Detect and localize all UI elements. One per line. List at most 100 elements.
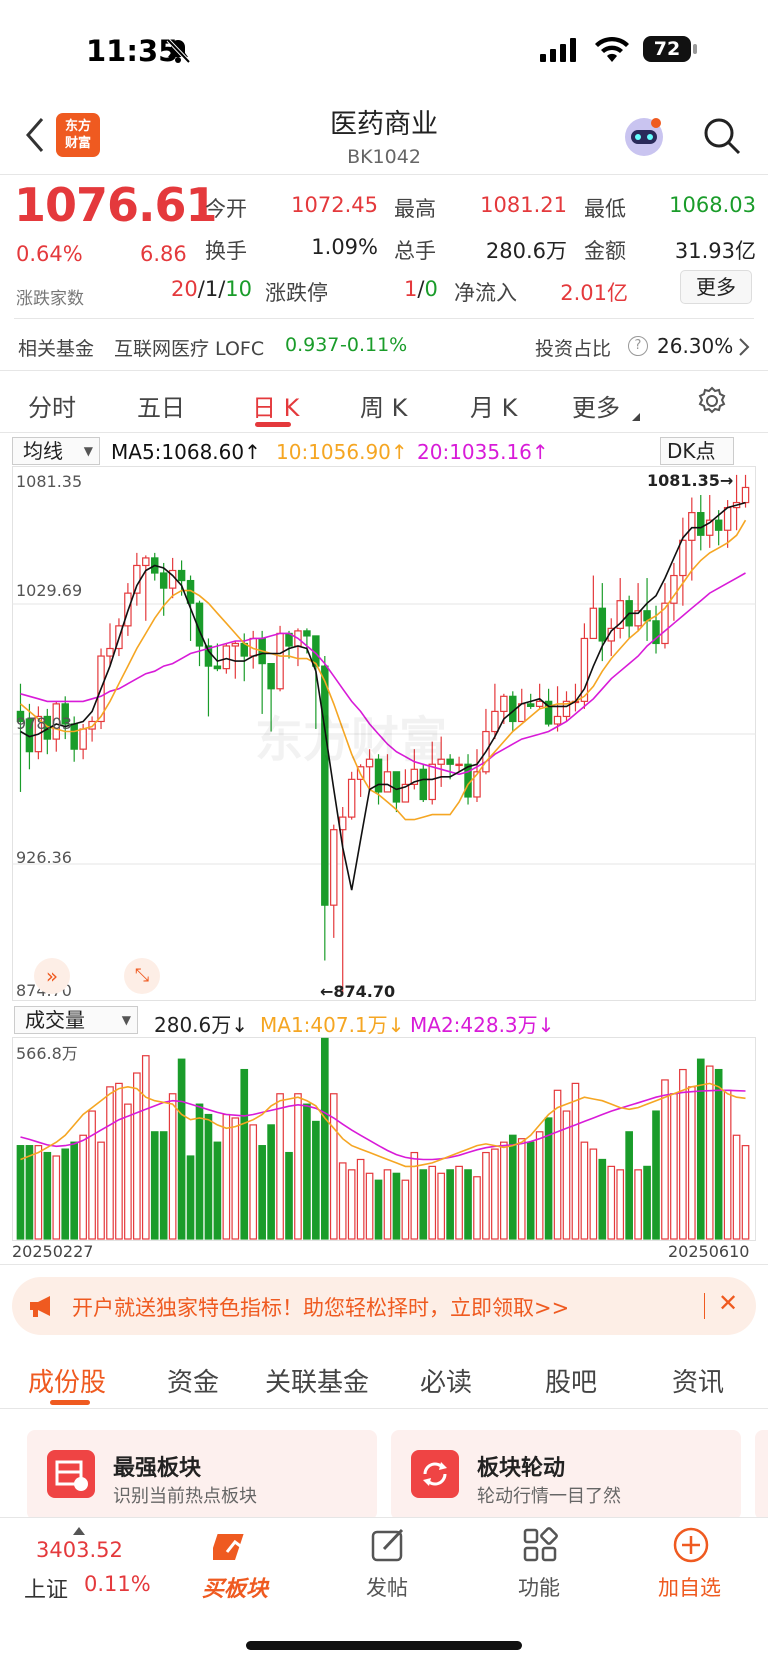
amount-value: 31.93亿 <box>674 239 756 263</box>
candle-body <box>267 663 275 690</box>
candle-body <box>464 763 472 798</box>
collapse-panel-icon[interactable]: » <box>34 958 70 994</box>
volume-bar <box>446 1169 454 1240</box>
add-watchlist-label[interactable]: 加自选 <box>658 1576 721 1600</box>
close-icon[interactable]: ✕ <box>718 1289 739 1317</box>
card-strongest-sector[interactable]: 最强板块 识别当前热点板块 <box>27 1430 377 1520</box>
volume-value: 280.6万 <box>485 239 567 263</box>
edit-post-icon[interactable] <box>370 1527 406 1567</box>
volume-bar <box>553 1089 562 1240</box>
dk-point-button[interactable]: DK点 <box>660 437 734 465</box>
tab-must-read[interactable]: 必读 <box>420 1368 473 1398</box>
candle-body <box>634 610 642 627</box>
candle-body <box>598 607 607 642</box>
high-marker-arrow-icon: → <box>719 471 734 490</box>
megaphone-icon <box>28 1294 56 1322</box>
tab-daily-k[interactable]: 日 K <box>252 394 300 422</box>
vol-ma1-arrow-icon: ↓ <box>387 1013 405 1037</box>
buy-sector-icon[interactable] <box>209 1526 257 1570</box>
settings-gear-icon[interactable] <box>697 386 727 420</box>
volume-chart[interactable] <box>12 1037 756 1241</box>
more-button[interactable]: 更多 <box>680 270 752 304</box>
candle-body <box>688 512 696 541</box>
watermark-text: 东方财富 <box>255 712 448 768</box>
candle-body <box>204 645 213 667</box>
functions-label[interactable]: 功能 <box>518 1576 560 1600</box>
limit-label: 涨跌停 <box>265 281 328 305</box>
volume-axis-max: 566.8万 <box>16 1044 78 1063</box>
home-indicator[interactable] <box>246 1641 522 1650</box>
tab-five-day[interactable]: 五日 <box>137 394 185 422</box>
breadth-down: 10 <box>225 277 252 301</box>
volume-bar <box>195 1103 204 1240</box>
tab-constituents[interactable]: 成份股 <box>28 1368 107 1398</box>
volume-bar <box>70 1141 79 1240</box>
sector-code: BK1042 <box>347 146 421 168</box>
candle-body <box>652 620 660 645</box>
index-pct[interactable]: 0.11% <box>84 1572 151 1596</box>
tab-monthly-k[interactable]: 月 K <box>470 394 518 422</box>
add-watchlist-icon[interactable] <box>672 1526 710 1568</box>
volume-bar <box>562 1110 571 1240</box>
index-value[interactable]: 3403.52 <box>36 1538 123 1562</box>
ma10-line <box>19 519 747 821</box>
cellular-signal-icon <box>540 38 576 66</box>
buy-sector-label[interactable]: 买板块 <box>202 1577 269 1602</box>
limit-down: 0 <box>424 277 438 301</box>
search-icon[interactable] <box>702 116 742 160</box>
limit-sep: / <box>417 277 425 301</box>
candle-body <box>222 645 231 670</box>
tab-funds-flow[interactable]: 资金 <box>167 1368 220 1398</box>
card-desc: 识别当前热点板块 <box>113 1486 257 1507</box>
breadth-up: 20 <box>171 277 198 301</box>
expand-chart-icon[interactable]: ⤡ <box>124 958 160 994</box>
volume-bar <box>419 1169 428 1240</box>
robot-assistant-icon[interactable] <box>622 115 666 163</box>
indicator-select[interactable]: 均线 ▼ <box>12 437 100 465</box>
chevron-right-icon[interactable] <box>738 337 750 361</box>
tab-timeshare[interactable]: 分时 <box>28 394 76 422</box>
tab-related-funds[interactable]: 关联基金 <box>265 1368 370 1398</box>
volume-bar <box>482 1151 490 1240</box>
index-name[interactable]: 上证 <box>24 1578 69 1603</box>
volume-bar <box>473 1176 481 1240</box>
ma10-text: 10:1056.90 <box>276 440 391 464</box>
candle-body <box>697 512 705 536</box>
volume-bar <box>732 1134 741 1240</box>
candle-body <box>553 715 562 725</box>
functions-grid-icon[interactable] <box>522 1527 558 1567</box>
volume-indicator-select[interactable]: 成交量 ▼ <box>14 1006 138 1034</box>
volume-bar <box>115 1082 123 1240</box>
back-icon[interactable] <box>22 115 46 159</box>
volume-bar <box>133 1072 141 1240</box>
card-sector-rotation[interactable]: 板块轮动 轮动行情一目了然 <box>391 1430 741 1520</box>
fund-name[interactable]: 互联网医疗 LOFC <box>114 338 265 360</box>
candle-body <box>106 647 114 657</box>
volume-bar <box>97 1141 105 1240</box>
tab-news[interactable]: 资讯 <box>672 1368 725 1398</box>
volume-bar <box>222 1113 231 1240</box>
candle-body <box>52 703 61 740</box>
vol-ma2-label: MA2:428.3万↓ <box>410 1009 554 1038</box>
candle-body <box>410 768 419 785</box>
chart-bottom-divider <box>0 1264 768 1265</box>
volume-bar <box>150 1131 159 1240</box>
volume-bar <box>249 1124 258 1240</box>
volume-bar <box>43 1151 52 1240</box>
post-label[interactable]: 发帖 <box>366 1576 408 1600</box>
tab-weekly-k[interactable]: 周 K <box>360 394 408 422</box>
vol-ma1-label: MA1:407.1万↓ <box>260 1009 404 1038</box>
tab-more[interactable]: 更多 <box>572 394 620 422</box>
candle-body <box>419 768 428 801</box>
candle-body <box>16 710 25 723</box>
kline-chart[interactable] <box>12 466 756 1001</box>
promo-banner[interactable]: 开户就送独家特色指标！助您轻松择时，立即领取>> ✕ <box>12 1277 756 1335</box>
fund-value: 0.937 <box>285 334 340 356</box>
card-partial[interactable] <box>755 1430 768 1520</box>
tab-forum[interactable]: 股吧 <box>545 1368 598 1398</box>
volume-label: 总手 <box>394 239 436 263</box>
quote-divider <box>14 318 754 319</box>
help-icon[interactable]: ? <box>628 336 648 356</box>
volume-bar <box>258 1145 266 1240</box>
candle-body <box>133 564 141 594</box>
